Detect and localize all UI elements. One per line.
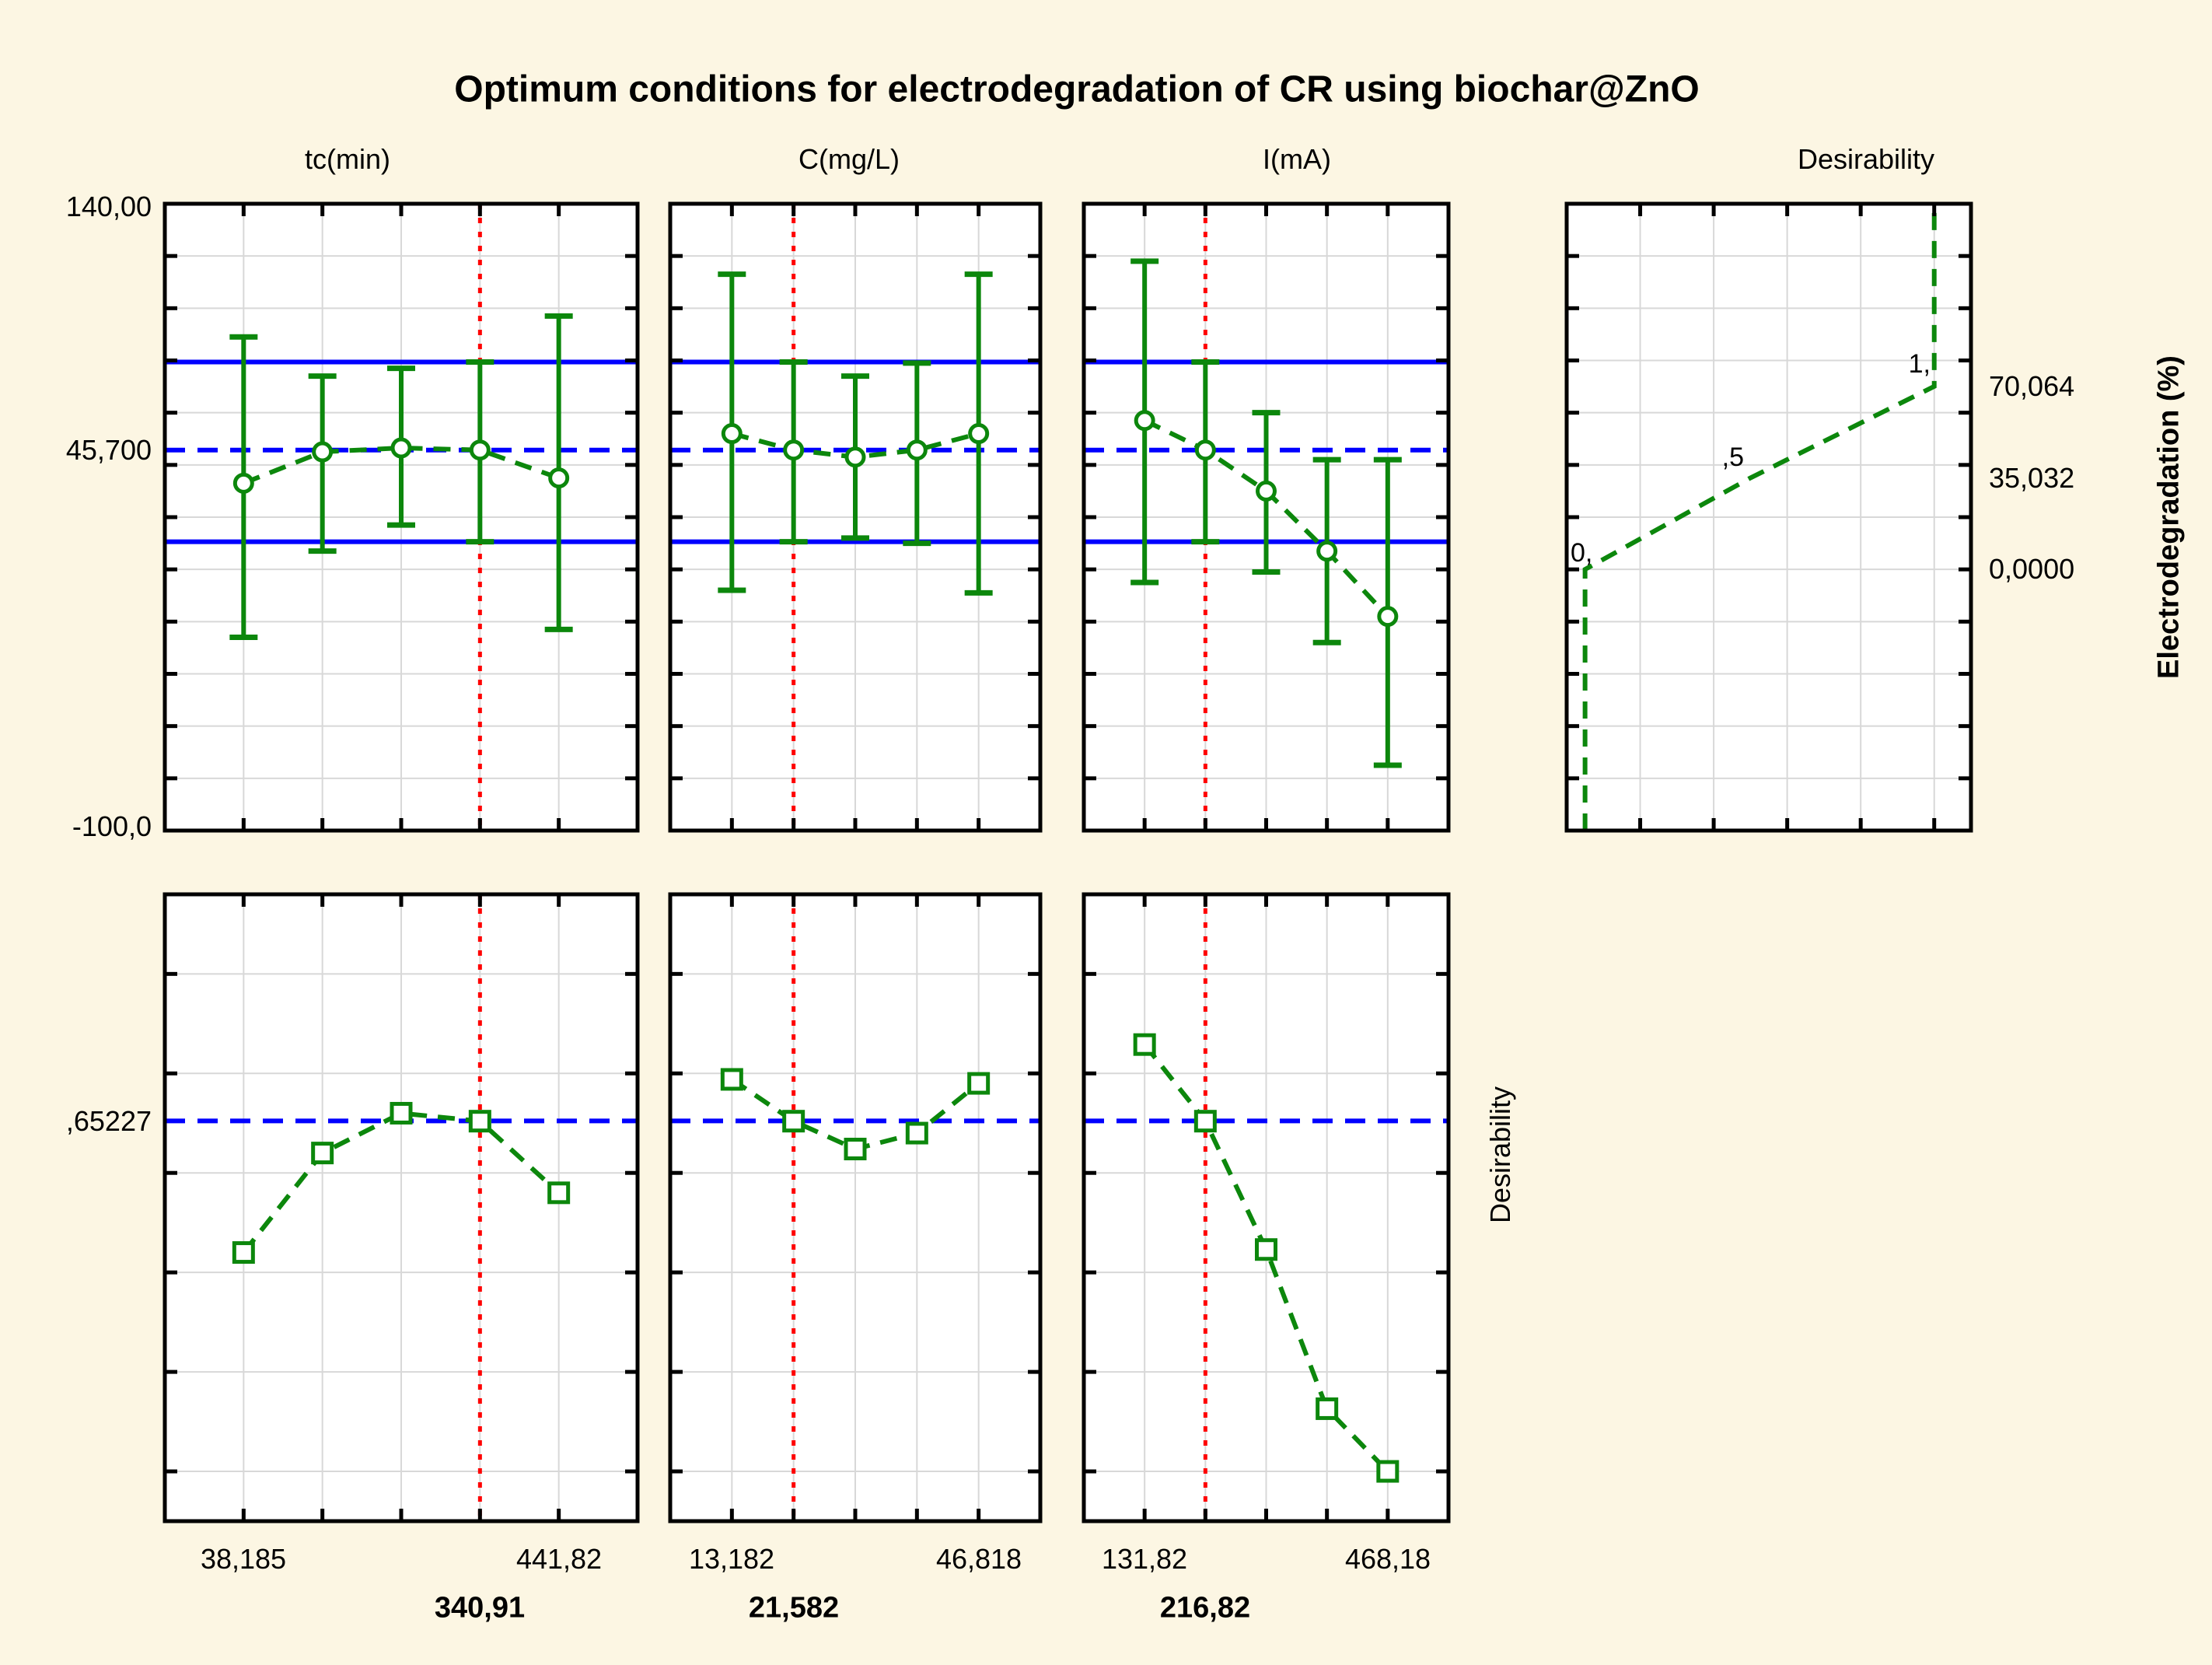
- fn-node-label-zero: 0,: [1571, 538, 1592, 568]
- column-header-desirability: Desirability: [1797, 143, 1935, 175]
- column-header-i: I(mA): [1263, 143, 1331, 175]
- desirability-axis-title: Desirability: [1484, 1086, 1516, 1224]
- right-tick-label-low: 0,0000: [1989, 553, 2075, 585]
- y-tick-label-min: -100,0: [72, 810, 152, 842]
- response-axis-title: Electrodegradation (%): [2152, 355, 2186, 679]
- x-tick-label-tc-max: 441,82: [515, 1543, 603, 1575]
- chart-title: Optimum conditions for electrodegradatio…: [454, 68, 1700, 110]
- current-value-i: 216,82: [1159, 1591, 1251, 1625]
- column-header-tc: tc(min): [305, 143, 390, 175]
- desirability-profile-i: [1082, 892, 1451, 1523]
- column-header-c: C(mg/L): [798, 143, 900, 175]
- fn-node-label-one: 1,: [1909, 349, 1931, 379]
- y-tick-label-max: 140,00: [65, 191, 152, 222]
- x-tick-label-i-min: 131,82: [1101, 1543, 1188, 1575]
- x-tick-label-i-max: 468,18: [1344, 1543, 1431, 1575]
- x-tick-label-tc-min: 38,185: [200, 1543, 287, 1575]
- prediction-profile-tc: [162, 201, 640, 833]
- right-tick-label-mid: 35,032: [1989, 462, 2075, 494]
- fn-node-label-half: ,5: [1722, 442, 1744, 472]
- desirability-profile-tc: [162, 892, 640, 1523]
- x-tick-label-c-min: 13,182: [688, 1543, 775, 1575]
- right-tick-label-high: 70,064: [1989, 370, 2075, 402]
- current-value-tc: 340,91: [434, 1591, 526, 1625]
- y-tick-label-predicted: 45,700: [65, 434, 152, 466]
- desirability-profile-c: [668, 892, 1043, 1523]
- x-tick-label-c-max: 46,818: [935, 1543, 1022, 1575]
- desirability-function-plot: [1564, 201, 1973, 833]
- overall-desirability-label: ,65227: [65, 1105, 152, 1137]
- current-value-c: 21,582: [748, 1591, 840, 1625]
- prediction-profile-c: [668, 201, 1043, 833]
- prediction-profile-i: [1082, 201, 1451, 833]
